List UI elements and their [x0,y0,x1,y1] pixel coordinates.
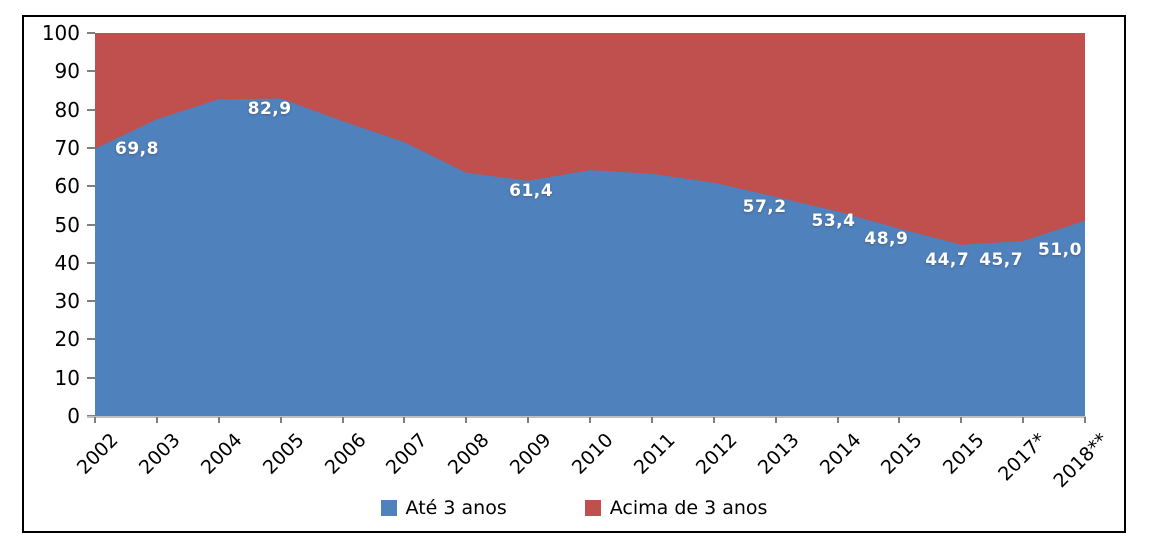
data-label: 82,9 [247,99,292,120]
data-label: 57,2 [742,196,787,217]
x-axis-tick [94,417,96,423]
x-axis-tick [341,417,344,423]
data-label: 53,4 [811,211,856,232]
x-axis-tick [774,417,777,423]
x-axis-tick [836,417,839,423]
y-axis-tick [87,261,95,264]
y-axis-tick [87,376,95,379]
y-axis-label: 0 [67,404,80,428]
y-axis-tick [87,32,95,34]
y-axis-tick [87,185,95,188]
x-axis-tick [650,417,653,423]
y-axis-label: 10 [54,365,80,390]
legend-item-ate-3-anos: Até 3 anos [380,497,507,519]
y-axis-label: 30 [54,289,80,314]
legend: Até 3 anos Acima de 3 anos [22,494,1126,522]
legend-swatch-red [584,500,601,516]
stacked-area-plot [95,33,1085,416]
x-axis-tick [527,417,530,423]
data-label: 44,7 [925,249,970,270]
y-axis-tick [87,223,95,226]
x-axis-tick [1022,417,1025,423]
data-label: 61,4 [509,180,554,201]
y-axis-tick [87,108,95,111]
data-label: 45,7 [979,249,1024,270]
x-axis-tick [217,417,220,423]
x-axis-line [87,416,1086,418]
x-axis-tick [1084,417,1086,423]
legend-label-ate-3-anos: Até 3 anos [405,497,507,519]
x-axis-tick [712,417,715,423]
y-axis-label: 100 [41,21,80,45]
x-axis-tick [155,417,158,423]
y-axis-label: 20 [54,327,80,352]
x-axis-tick [403,417,406,423]
data-label: 48,9 [864,228,909,249]
legend-item-acima-de-3-anos: Acima de 3 anos [584,497,768,519]
x-axis-tick [898,417,901,423]
data-label: 51,0 [1038,239,1082,260]
area-ate-3-anos [95,98,1085,416]
data-label: 69,8 [115,138,159,159]
y-axis-tick [87,70,95,73]
x-axis-tick [465,417,468,423]
x-axis-tick [279,417,282,423]
y-axis-label: 90 [54,59,80,84]
y-axis-label: 40 [54,250,80,275]
y-axis-label: 70 [54,135,80,160]
x-axis-tick [589,417,591,423]
x-axis-tick [960,417,963,423]
y-axis-tick [87,146,95,149]
y-axis-tick [87,338,95,341]
legend-label-acima-de-3-anos: Acima de 3 anos [609,497,768,519]
y-axis-label: 50 [54,212,80,237]
y-axis-label: 80 [54,97,80,122]
legend-swatch-blue [380,500,397,516]
y-axis-label: 60 [54,174,80,199]
y-axis-tick [87,300,95,303]
